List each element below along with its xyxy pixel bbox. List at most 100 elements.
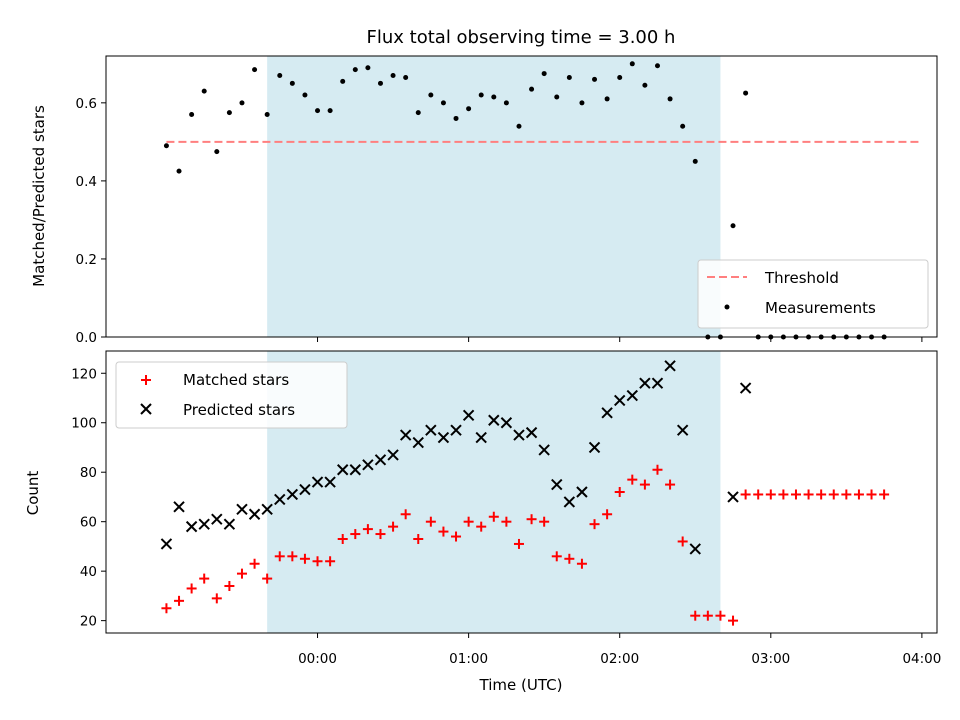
measurement-point	[541, 71, 547, 77]
predicted-star-point	[475, 431, 487, 444]
measurement-point	[302, 92, 308, 98]
predicted-star-point	[626, 389, 639, 402]
measurement-point	[516, 123, 522, 129]
matched-star-point	[614, 487, 625, 497]
matched-star-point	[413, 534, 424, 544]
matched-star-point	[337, 534, 348, 544]
predicted-star-point	[324, 476, 336, 488]
matched-star-point	[803, 489, 814, 500]
predicted-star-point	[160, 538, 173, 550]
matched-star-point	[602, 509, 613, 520]
legend-threshold-label: Threshold	[764, 269, 839, 287]
matched-star-point	[451, 531, 462, 542]
measurement-point	[264, 112, 270, 118]
measurement-point	[403, 74, 409, 80]
matched-star-point	[274, 551, 285, 562]
top-y-tick-label: 0.0	[76, 330, 97, 346]
legend-measurements-label: Measurements	[765, 299, 876, 317]
matched-star-point	[463, 516, 474, 527]
predicted-star-point	[173, 501, 185, 513]
matched-star-point	[186, 583, 197, 594]
bottom-y-axis-label: Count	[24, 471, 42, 516]
measurement-point	[642, 82, 648, 88]
matched-star-point	[526, 514, 537, 525]
predicted-star-point	[236, 503, 248, 516]
matched-star-point	[312, 556, 323, 567]
matched-stars-points	[161, 464, 890, 626]
predicted-star-point	[198, 518, 210, 530]
measurement-point	[554, 94, 560, 100]
measurement-point	[453, 115, 459, 121]
measurement-point	[491, 94, 497, 100]
measurement-point	[239, 100, 245, 106]
measurement-point	[176, 168, 182, 174]
legend-measurements-swatch	[724, 304, 730, 310]
bottom-y-tick-label: 80	[80, 465, 97, 481]
bottom-x-tick-label: 03:00	[751, 651, 790, 667]
matched-star-point	[639, 479, 650, 490]
matched-star-point	[753, 489, 764, 500]
predicted-star-point	[261, 503, 273, 516]
top-panel: 0.0 0.2 0.4 0.6 Matched/Predicted stars Thr…	[30, 55, 938, 346]
predicted-star-point	[739, 382, 752, 394]
matched-star-point	[702, 610, 713, 621]
bottom-y-tick-label: 20	[80, 614, 97, 630]
predicted-star-point	[639, 377, 651, 389]
matched-star-point	[652, 464, 663, 475]
bottom-x-tick-label: 01:00	[449, 651, 488, 667]
matched-star-point	[841, 489, 852, 500]
predicted-star-point	[337, 464, 349, 476]
predicted-star-point	[362, 459, 374, 471]
predicted-stars-points	[160, 360, 752, 555]
measurement-point	[529, 86, 535, 92]
predicted-star-point	[488, 414, 500, 426]
predicted-star-point	[676, 424, 689, 436]
matched-star-point	[828, 489, 839, 500]
measurement-point	[654, 63, 660, 69]
matched-star-point	[551, 551, 562, 562]
measurement-point	[377, 80, 383, 86]
predicted-star-point	[651, 377, 664, 389]
matched-star-point	[388, 521, 399, 532]
matched-star-point	[690, 610, 701, 621]
matched-star-point	[513, 538, 524, 549]
matched-star-point	[287, 551, 298, 562]
bottom-y-tick-label: 100	[71, 416, 97, 432]
predicted-star-point	[462, 409, 475, 422]
measurement-point	[692, 158, 698, 164]
top-axes-frame	[105, 55, 938, 338]
measurement-point	[629, 61, 635, 67]
measurement-point	[503, 100, 509, 106]
matched-star-point	[174, 595, 185, 606]
measurement-point	[680, 123, 686, 129]
predicted-star-point	[387, 449, 399, 461]
matched-star-point	[765, 489, 776, 500]
top-y-ticks: 0.0 0.2 0.4 0.6	[76, 96, 106, 346]
measurement-point	[315, 108, 321, 114]
top-legend-box	[697, 259, 929, 329]
matched-star-point	[199, 573, 210, 584]
matched-star-point	[539, 516, 550, 527]
measurement-point	[327, 108, 333, 114]
matched-star-point	[476, 521, 487, 532]
top-y-tick-label: 0.6	[76, 96, 97, 112]
measurement-point	[277, 73, 283, 79]
bottom-legend-box	[115, 361, 348, 429]
predicted-star-point	[211, 513, 223, 525]
predicted-star-point	[437, 431, 450, 444]
legend-matched-swatch	[141, 375, 151, 385]
measurement-point	[478, 92, 484, 98]
predicted-star-point	[664, 360, 676, 372]
predicted-star-point	[450, 424, 462, 436]
predicted-star-point	[614, 394, 626, 407]
predicted-star-point	[412, 436, 424, 449]
matched-star-point	[790, 489, 801, 500]
matched-star-point	[236, 568, 247, 579]
measurement-point	[365, 65, 371, 71]
matched-star-point	[299, 553, 310, 564]
matched-star-point	[400, 509, 411, 520]
measurement-point	[390, 73, 396, 79]
matched-star-point	[853, 489, 864, 500]
matched-star-point	[589, 519, 600, 530]
matched-star-point	[224, 581, 235, 591]
